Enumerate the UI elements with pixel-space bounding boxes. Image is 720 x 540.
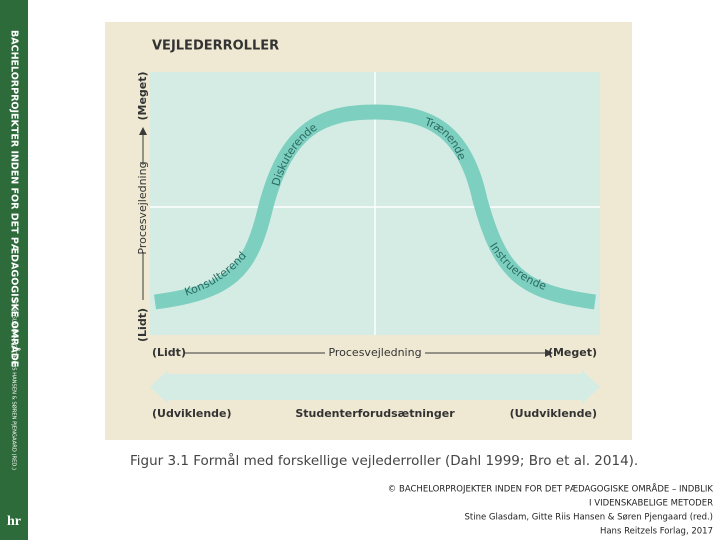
band-label: Studenterforudsætninger: [295, 407, 455, 420]
y-axis-label: Procesvejledning: [136, 161, 149, 254]
x-axis-label: Procesvejledning: [328, 346, 421, 359]
footer-line: I VIDENSKABELIGE METODER: [589, 499, 713, 509]
figure-title: VEJLEDERROLLER: [152, 39, 279, 54]
role-curve: [154, 104, 596, 310]
band-high: (Uudviklende): [510, 407, 597, 420]
sidebar-title: BACHELORPROJEKTER INDEN FOR DET PÆDAGOGI…: [9, 30, 20, 367]
caption: Figur 3.1 Formål med forskellige vejlede…: [130, 452, 638, 469]
logo: hr: [7, 514, 21, 529]
sidebar-authors: STINE GLASDAM, GITTE RIIS HANSEN & SØREN…: [11, 298, 18, 470]
x-axis-high: (Meget): [548, 346, 597, 359]
sidebar: [0, 0, 28, 540]
x-axis-low: (Lidt): [152, 346, 186, 359]
y-axis-high: (Meget): [136, 71, 149, 120]
footer-line: Hans Reitzels Forlag, 2017: [600, 527, 713, 537]
band-arrow: [150, 370, 600, 404]
y-axis-low: (Lidt): [136, 308, 149, 342]
footer-line: Stine Glasdam, Gitte Riis Hansen & Søren…: [464, 513, 713, 523]
footer-line: © BACHELORPROJEKTER INDEN FOR DET PÆDAGO…: [388, 483, 714, 495]
band-low: (Udviklende): [152, 407, 232, 420]
